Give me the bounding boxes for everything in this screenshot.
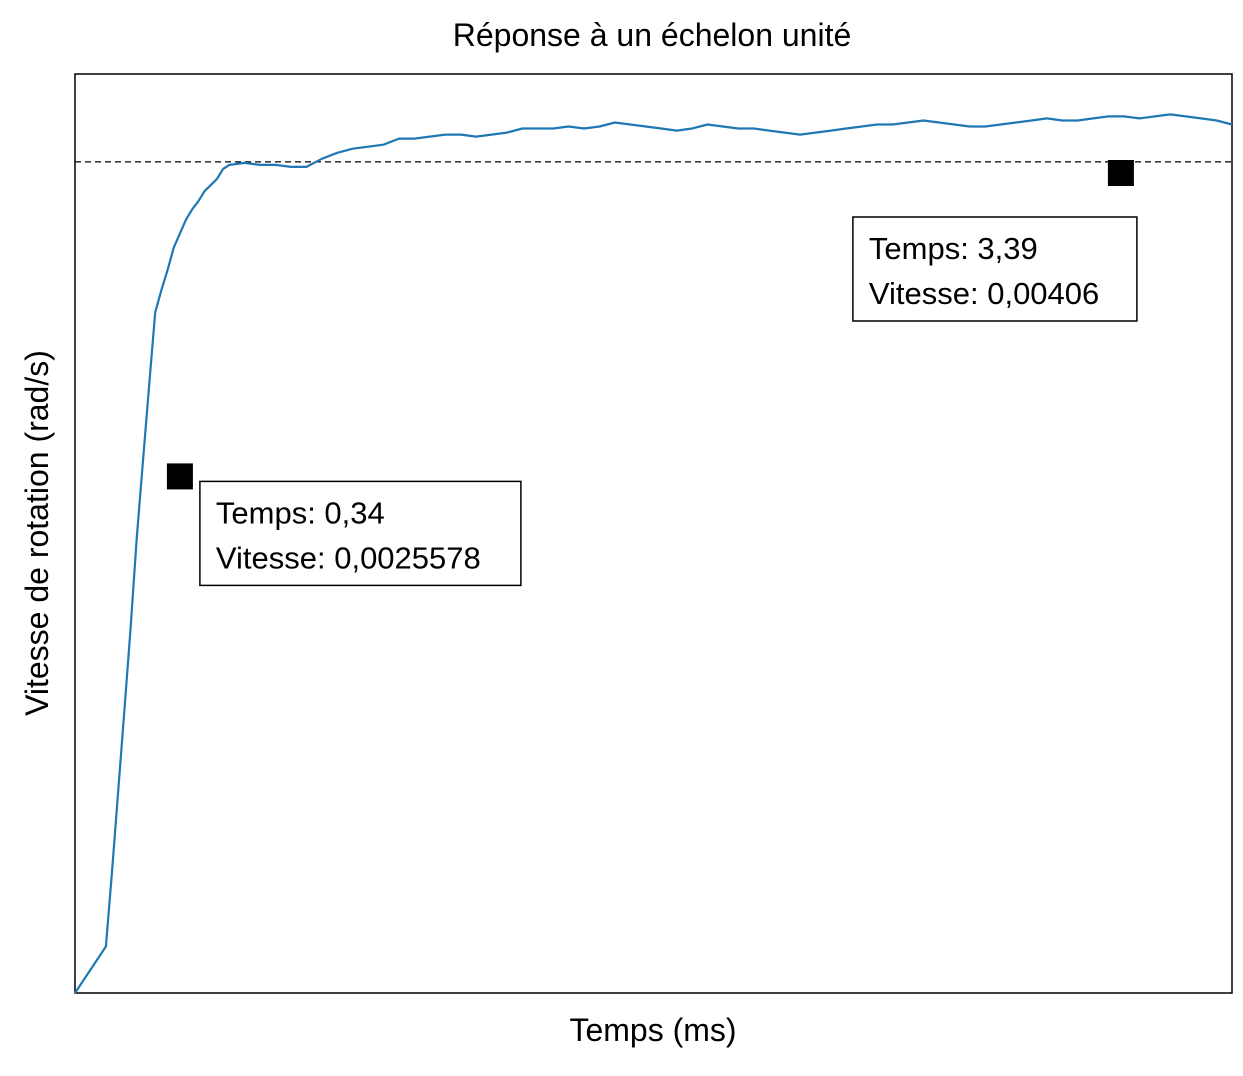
datatip-speed-text-0: Vitesse: 0,0025578: [216, 540, 481, 575]
series-line-0: [74, 113, 1233, 994]
datatip-marker-1[interactable]: [1107, 160, 1134, 186]
datatip-marker-0[interactable]: [166, 463, 193, 490]
datatip-time-text-1: Temps: 3,39: [869, 231, 1038, 266]
series-layer: [74, 113, 1233, 994]
annotation-layer: Temps: 0,34 Vitesse: 0,0025578 Temps: 3,39…: [166, 160, 1138, 587]
datatip-box-0: [199, 480, 522, 587]
datatip-box-1: [852, 216, 1138, 322]
datatip-time-text-0: Temps: 0,34: [216, 495, 385, 530]
chart-title: Réponse à un échelon unité: [453, 17, 852, 53]
datatip-speed-text-1: Vitesse: 0,00406: [869, 276, 1099, 311]
x-axis-label: Temps (ms): [569, 1012, 736, 1048]
y-axis-label: Vitesse de rotation (rad/s): [19, 350, 55, 716]
